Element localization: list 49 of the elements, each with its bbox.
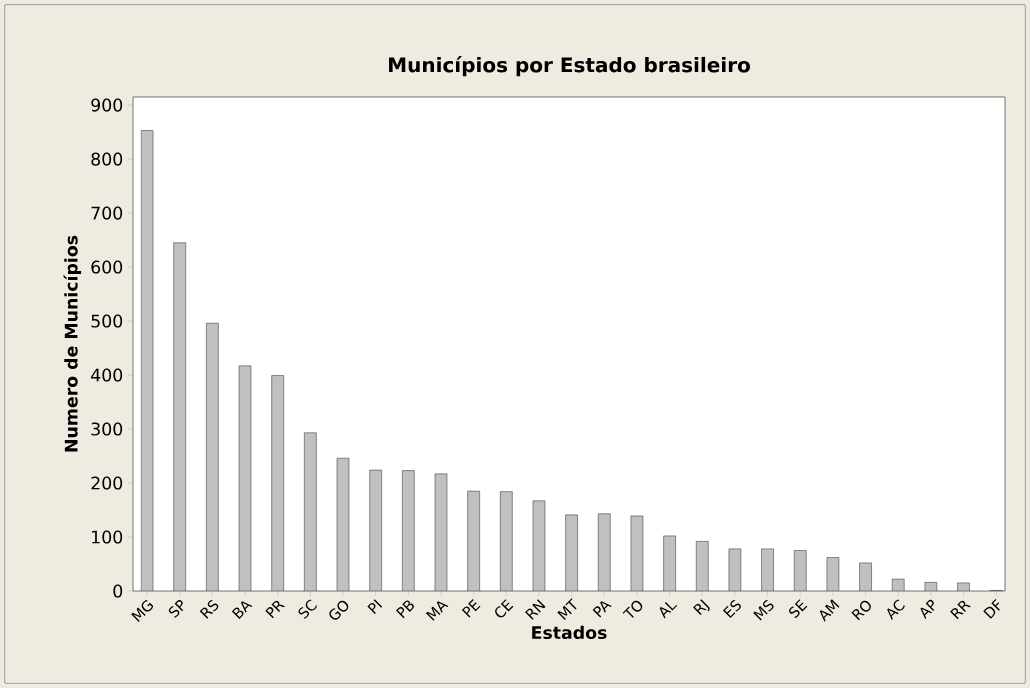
x-tick-label: PI	[367, 599, 383, 615]
y-tick-label: 700	[91, 206, 123, 220]
bar	[369, 469, 382, 591]
x-tick-label: PE	[461, 599, 481, 618]
x-tick-label: MT	[557, 598, 577, 621]
x-tick-label: AM	[819, 599, 840, 622]
y-tick-label: 900	[91, 98, 123, 112]
x-tick-label: ES	[722, 599, 741, 619]
y-tick-label: 800	[91, 152, 123, 166]
x-tick-label: AC	[887, 599, 905, 621]
x-tick-label: RS	[199, 599, 219, 619]
x-tick-label: MS	[753, 599, 774, 621]
bar	[173, 242, 186, 591]
x-tick-label: AL	[659, 602, 678, 619]
y-tick-label: 600	[91, 260, 123, 274]
x-tick-label: AP	[920, 599, 935, 620]
chart-title: Municípios por Estado brasileiro	[389, 56, 750, 77]
y-tick-label: 0	[113, 584, 123, 598]
bar	[304, 432, 317, 591]
bar	[500, 491, 513, 591]
y-axis-title: Numero de Municípios	[63, 235, 82, 452]
y-tick-label: 100	[92, 530, 123, 544]
y-tick-label: 200	[91, 476, 123, 490]
y-tick-label: 400	[91, 368, 123, 382]
x-tick-label: SP	[168, 600, 184, 618]
x-axis-title: Estados	[532, 625, 607, 640]
y-tick-label: 500	[91, 314, 123, 328]
y-tick-label: 300	[91, 422, 123, 436]
x-tick-label: TO	[622, 600, 643, 618]
x-tick-label: SC	[298, 599, 317, 619]
bar	[467, 490, 480, 591]
x-tick-label: MA	[425, 601, 449, 621]
x-tick-label: RJ	[693, 599, 710, 616]
x-tick-label: PB	[395, 600, 414, 619]
bar	[206, 322, 219, 591]
x-tick-label: SE	[789, 599, 808, 619]
x-tick-label: CE	[495, 599, 514, 618]
bar	[271, 375, 284, 591]
x-tick-label: DF	[983, 598, 1000, 619]
x-tick-label: RR	[950, 600, 971, 620]
bar	[402, 470, 415, 591]
x-tick-label: PR	[265, 600, 285, 619]
x-tick-label: BA	[231, 601, 253, 620]
x-tick-label: GO	[329, 600, 349, 620]
x-tick-label: RO	[851, 600, 871, 621]
x-tick-label: PA	[592, 601, 612, 618]
bar	[598, 513, 611, 591]
x-tick-label: RN	[525, 599, 546, 620]
x-tick-label: MG	[131, 600, 154, 622]
